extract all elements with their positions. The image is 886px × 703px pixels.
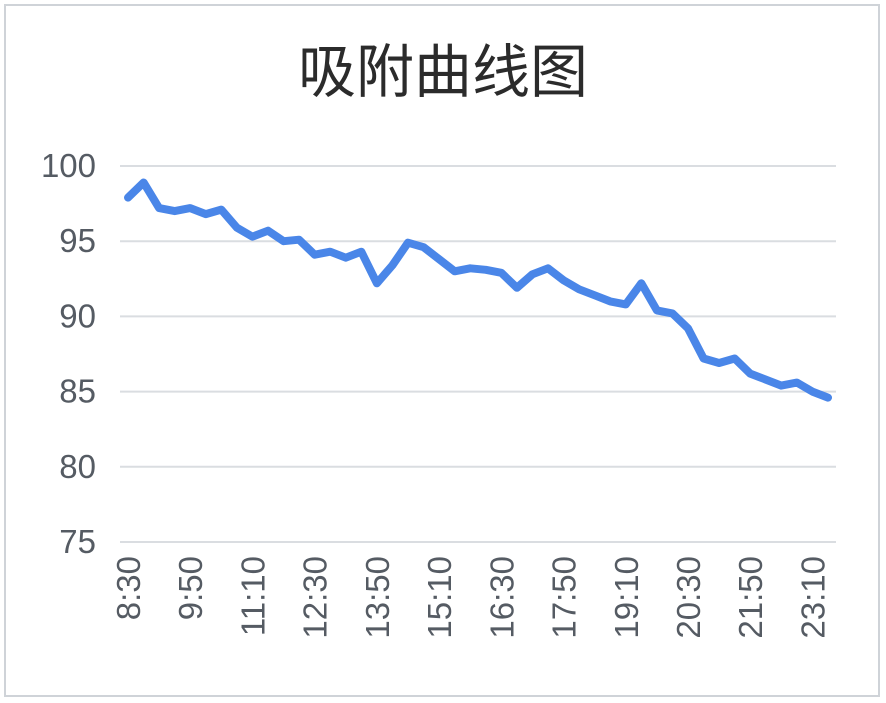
y-tick-label: 80	[59, 448, 96, 485]
x-axis-ticks: 8:30 9:50 11:10 12:30 13:50 15:10 16:30 17:50 19…	[110, 556, 831, 639]
x-tick-label: 9:50	[172, 556, 209, 620]
series-line-0	[124, 178, 832, 402]
y-tick-label: 90	[59, 297, 96, 334]
x-tick-label: 21:50	[732, 556, 769, 639]
x-tick-label: 15:10	[421, 556, 458, 639]
y-tick-label: 85	[59, 373, 96, 410]
x-tick-label: 12:30	[297, 556, 334, 639]
x-tick-label: 20:30	[670, 556, 707, 639]
x-tick-label: 19:10	[608, 556, 645, 639]
x-tick-label: 11:10	[234, 556, 271, 636]
x-tick-label: 16:30	[483, 556, 520, 639]
x-tick-label: 13:50	[359, 556, 396, 639]
chart-frame	[4, 4, 880, 697]
y-tick-label: 100	[41, 147, 96, 184]
x-tick-label: 23:10	[794, 556, 831, 639]
y-tick-label: 95	[59, 222, 96, 259]
y-axis-ticks: 75 80 85 90 95 100	[41, 147, 96, 560]
y-tick-label: 75	[59, 523, 96, 560]
x-tick-label: 17:50	[546, 556, 583, 639]
x-tick-label: 8:30	[110, 556, 147, 620]
chart-title: 吸附曲线图	[298, 38, 588, 106]
series-group	[124, 178, 832, 402]
gridlines	[120, 165, 836, 543]
